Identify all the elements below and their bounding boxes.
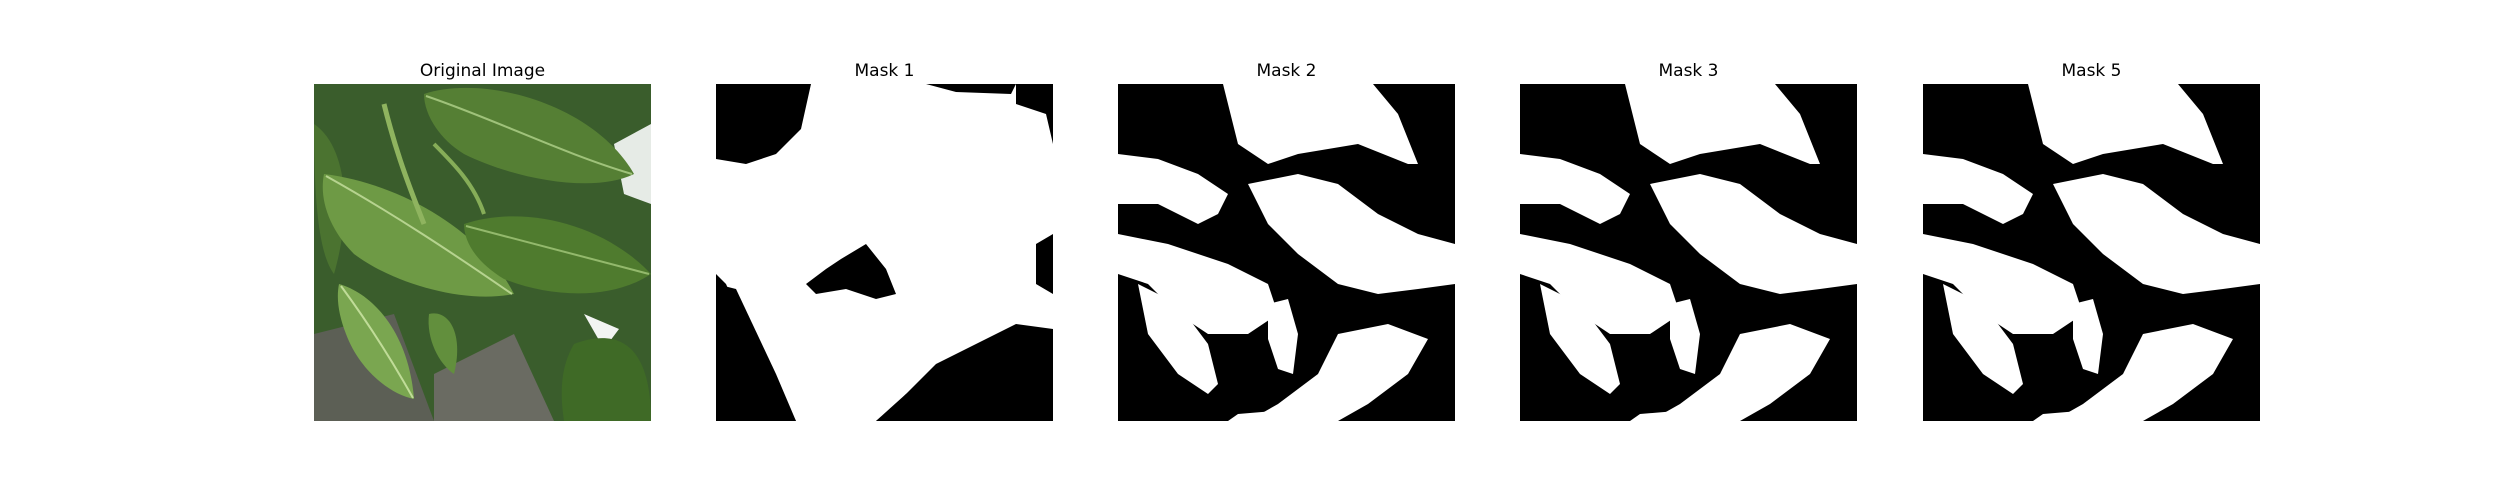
panel-original-image: Original Image bbox=[314, 58, 651, 421]
mask-1-image bbox=[716, 84, 1053, 421]
mask-2-image bbox=[1118, 84, 1455, 421]
mask-5-image bbox=[1923, 84, 2260, 421]
panel-title: Mask 5 bbox=[2061, 61, 2122, 81]
panel-mask-1: Mask 1 bbox=[716, 58, 1053, 421]
panel-title: Mask 1 bbox=[854, 61, 915, 81]
panel-mask-3: Mask 3 bbox=[1520, 58, 1857, 421]
original-photo bbox=[314, 84, 651, 421]
panel-title: Mask 2 bbox=[1256, 61, 1317, 81]
panel-title: Mask 3 bbox=[1658, 61, 1719, 81]
panel-mask-5: Mask 5 bbox=[1923, 58, 2260, 421]
panel-title: Original Image bbox=[419, 61, 546, 81]
panel-mask-2: Mask 2 bbox=[1118, 58, 1455, 421]
mask-3-image bbox=[1520, 84, 1857, 421]
